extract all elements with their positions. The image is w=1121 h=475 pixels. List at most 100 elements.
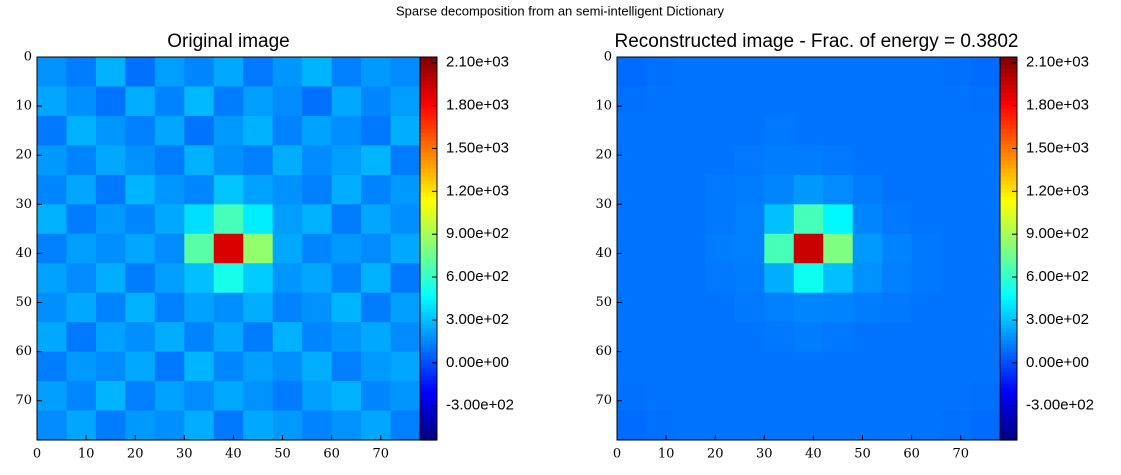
heatmap-cell [646, 292, 677, 323]
x-tick-label: 50 [274, 447, 291, 462]
colorbar-segment [1000, 352, 1017, 357]
colorbar-segment [420, 396, 437, 401]
colorbar-segment [1000, 316, 1017, 321]
heatmap-cell [705, 204, 736, 235]
x-tick-label: 10 [658, 447, 675, 462]
colorbar-segment [1000, 212, 1017, 218]
colorbar-segment [420, 124, 437, 130]
colorbar-segment [420, 284, 437, 289]
heatmap-cell [390, 351, 421, 382]
heatmap-cell [882, 174, 913, 205]
heatmap-cell [390, 322, 421, 353]
heatmap-cell [793, 351, 824, 382]
y-tick-label: 70 [15, 393, 32, 408]
heatmap-cell [617, 86, 647, 117]
heatmap-cell [66, 115, 97, 146]
heatmap-cell [95, 115, 126, 146]
heatmap-cell [302, 145, 333, 176]
heatmap-cell [646, 57, 677, 87]
colorbar-segment [420, 308, 437, 313]
heatmap-cell [272, 322, 303, 353]
colorbar-tick-label: 6.00e+02 [446, 268, 509, 285]
colorbar-segment [420, 236, 437, 242]
colorbar-segment [1000, 92, 1017, 98]
heatmap-cell [95, 86, 126, 117]
heatmap-cell [823, 322, 854, 353]
colorbar-segment [1000, 232, 1017, 238]
colorbar-segment [1000, 57, 1017, 62]
heatmap-cell [390, 86, 421, 117]
heatmap-cell [764, 351, 795, 382]
heatmap-cell [302, 115, 333, 146]
heatmap-cell [302, 174, 333, 205]
heatmap-cell [823, 115, 854, 146]
heatmap-cell [617, 292, 647, 323]
colorbar-segment [1000, 148, 1017, 154]
heatmap-cell [184, 233, 215, 264]
heatmap-cell [941, 263, 972, 294]
colorbar-segment [1000, 132, 1017, 138]
colorbar-segment [420, 244, 437, 250]
heatmap-cell [882, 292, 913, 323]
colorbar-segment [1000, 396, 1017, 401]
heatmap-cell [823, 381, 854, 412]
heatmap-cell [941, 381, 972, 412]
heatmap-cell [95, 381, 126, 412]
heatmap-cell [970, 410, 1001, 441]
colorbar-segment [420, 264, 437, 270]
colorbar-segment [420, 144, 437, 150]
colorbar-segment [1000, 184, 1017, 190]
heatmap-cell [390, 57, 421, 87]
heatmap-cell [361, 174, 392, 205]
x-tick-label: 60 [323, 447, 340, 462]
heatmap-cell [243, 233, 274, 264]
heatmap-cell [213, 292, 244, 323]
heatmap-cell [675, 322, 706, 353]
heatmap-cell [331, 204, 362, 235]
heatmap-cell [37, 381, 67, 412]
heatmap-cell [793, 115, 824, 146]
heatmap-cell [184, 322, 215, 353]
heatmap-cell [154, 322, 185, 353]
heatmap-cell [882, 115, 913, 146]
heatmap-cell [272, 233, 303, 264]
colorbar-segment [1000, 192, 1017, 198]
colorbar-frame [419, 56, 438, 441]
colorbar-segment [1000, 348, 1017, 353]
heatmap-cell [675, 204, 706, 235]
heatmap-cell [852, 174, 883, 205]
heatmap-cell [37, 410, 67, 441]
heatmap-cell [617, 381, 647, 412]
colorbar-segment [1000, 224, 1017, 230]
heatmap-cell [764, 174, 795, 205]
colorbar-segment [420, 316, 437, 321]
colorbar-segment [420, 432, 437, 437]
heatmap-cell [793, 204, 824, 235]
heatmap-cell [823, 263, 854, 294]
colorbar-segment [1000, 332, 1017, 337]
colorbar-segment [420, 260, 437, 266]
heatmap-cell [125, 381, 156, 412]
heatmap-cell [66, 233, 97, 264]
heatmap-cell [793, 57, 824, 87]
heatmap-cell [764, 381, 795, 412]
heatmap-cell [302, 292, 333, 323]
heatmap-cell [331, 57, 362, 87]
colorbar-segment [1000, 196, 1017, 202]
colorbar-segment [1000, 168, 1017, 174]
heatmap-cell [154, 233, 185, 264]
heatmap-cell [675, 174, 706, 205]
heatmap-cell [37, 86, 67, 117]
heatmap-cell [331, 292, 362, 323]
colorbar-segment [420, 220, 437, 226]
heatmap-cell [911, 57, 942, 87]
heatmap-cell [243, 86, 274, 117]
colorbar-segment [1000, 96, 1017, 102]
colorbar-segment [420, 356, 437, 361]
heatmap-cell [154, 410, 185, 441]
heatmap-cell [95, 57, 126, 87]
colorbar-segment [420, 344, 437, 349]
colorbar-segment [1000, 120, 1017, 126]
heatmap-cell [243, 322, 274, 353]
heatmap-cell [823, 410, 854, 441]
